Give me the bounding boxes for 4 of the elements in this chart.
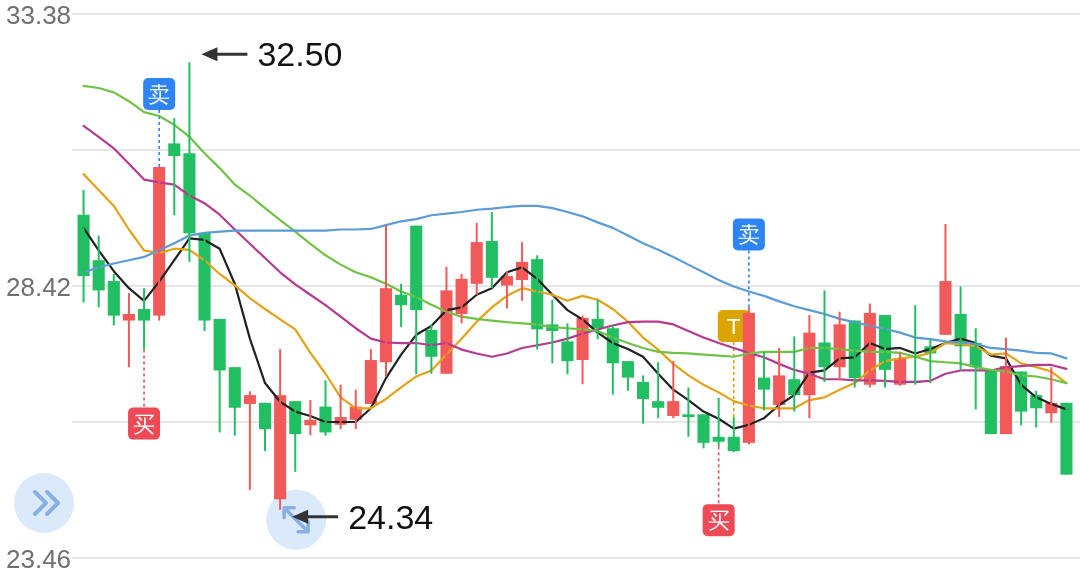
y-tick-label: 23.46 bbox=[6, 543, 72, 573]
annotation: T bbox=[727, 313, 741, 339]
y-tick-label: 28.42 bbox=[6, 271, 72, 302]
y-tick-label: 33.38 bbox=[6, 0, 72, 30]
